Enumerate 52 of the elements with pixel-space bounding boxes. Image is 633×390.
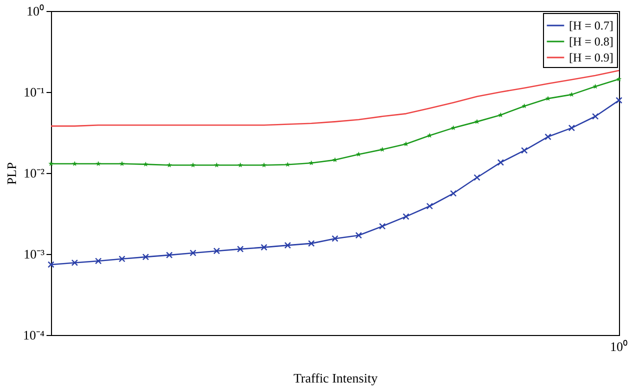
point [142, 254, 150, 260]
x-axis-title: Traffic Intensity [293, 370, 378, 386]
point [213, 248, 220, 254]
point [402, 213, 410, 220]
point [356, 152, 362, 157]
point [261, 162, 267, 168]
point [118, 256, 126, 262]
point [308, 160, 314, 166]
point [616, 76, 622, 82]
legend-label: [H = 0.9] [569, 50, 614, 64]
point [94, 258, 102, 264]
point [426, 202, 434, 210]
point [96, 161, 101, 166]
point [260, 244, 268, 251]
point [190, 250, 196, 256]
point [544, 133, 552, 140]
point [355, 232, 362, 239]
point [119, 161, 125, 166]
y-tick-label: 10⁻² [24, 166, 45, 180]
y-axis-title: PLP [4, 162, 19, 185]
point [285, 162, 290, 167]
legend-label: [H = 0.7] [569, 18, 614, 32]
point [308, 240, 315, 247]
point [166, 252, 173, 258]
point [284, 242, 292, 249]
point [616, 96, 622, 104]
line-series [50, 70, 620, 127]
point [592, 113, 599, 120]
y-tick-label: 10⁰ [26, 4, 44, 18]
point [236, 246, 244, 252]
point [497, 159, 504, 166]
point [332, 235, 338, 242]
point [190, 162, 196, 168]
point [450, 190, 457, 197]
y-tick-label: 10⁻⁴ [22, 328, 45, 342]
point [378, 222, 386, 230]
text: 10⁰ [610, 339, 628, 354]
y-tick-label: 10⁻³ [24, 246, 45, 262]
point [48, 161, 54, 166]
point [520, 147, 528, 154]
point [71, 259, 78, 266]
point [498, 112, 504, 118]
point [143, 162, 148, 167]
point [48, 261, 54, 268]
point [166, 162, 172, 168]
legend-label: [H = 0.8] [569, 34, 614, 48]
point [238, 162, 243, 168]
y-tick-label: 10⁻¹ [24, 84, 45, 100]
point [214, 162, 220, 168]
point [72, 161, 78, 166]
point [568, 124, 576, 132]
point [474, 174, 480, 181]
